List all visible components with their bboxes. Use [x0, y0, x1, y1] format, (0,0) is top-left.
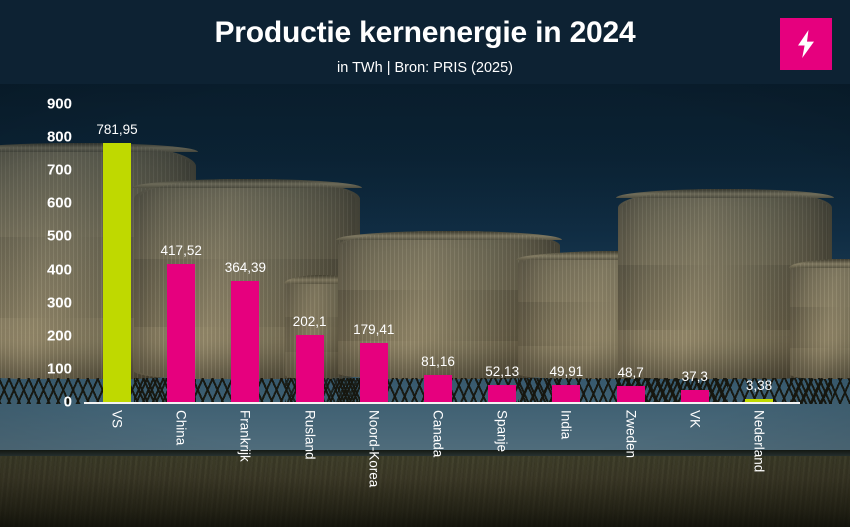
bar-value-label: 364,39	[224, 260, 267, 276]
y-axis-tick-label: 0	[63, 393, 72, 411]
bar[interactable]: 202,1	[293, 314, 326, 402]
bar[interactable]: 417,52	[161, 243, 202, 402]
chart-header: Productie kernenergie in 2024 in TWh | B…	[0, 0, 850, 84]
bar-value-label: 81,16	[421, 354, 455, 370]
bar-value-label: 781,95	[96, 122, 138, 138]
atmospheric-haze	[0, 84, 850, 527]
x-axis-category-label: Nederland	[751, 410, 767, 473]
x-axis-category-label: Zweden	[623, 410, 639, 459]
y-axis-tick-label: 300	[46, 294, 72, 312]
bar-value-label: 3,38	[745, 378, 773, 393]
bar[interactable]: 781,95	[96, 122, 138, 402]
bar-value-label: 48,7	[617, 364, 644, 380]
bar-value-label: 37,3	[681, 368, 708, 384]
bar[interactable]: 37,3	[680, 369, 709, 402]
bar-value-label: 417,52	[160, 242, 202, 258]
bar[interactable]: 49,91	[549, 364, 583, 402]
x-axis-category-label: India	[558, 410, 574, 440]
brand-logo	[780, 18, 832, 70]
bar[interactable]: 48,7	[616, 365, 645, 402]
y-axis-tick-label: 700	[46, 161, 72, 179]
y-axis-tick-label: 800	[46, 128, 72, 146]
bar-value-label: 52,13	[485, 363, 520, 379]
x-axis-category-label: Rusland	[302, 410, 318, 460]
x-axis-category-label: Noord-Korea	[366, 410, 382, 488]
bar[interactable]: 52,13	[485, 364, 519, 402]
bar[interactable]: 364,39	[225, 260, 266, 402]
bar[interactable]: 179,41	[353, 322, 394, 402]
x-axis-category-label: Spanje	[494, 410, 510, 453]
bar-value-label: 49,91	[549, 364, 584, 380]
lightning-bolt-icon	[796, 30, 816, 58]
y-axis-tick-label: 900	[46, 95, 72, 113]
x-axis-category-label: VS	[109, 410, 125, 429]
x-axis-category-label: China	[173, 410, 189, 446]
page-title: Productie kernenergie in 2024	[214, 16, 636, 49]
bar[interactable]: 81,16	[421, 354, 455, 402]
y-axis: 900 800 700 600 500 400 300 200 100 0	[14, 0, 72, 527]
bar-value-label: 179,41	[353, 321, 395, 337]
bar-value-label: 202,1	[292, 314, 327, 330]
x-axis-category-label: Frankrijk	[237, 410, 253, 462]
bottom-shadow	[0, 457, 850, 527]
x-axis-category-label: Canada	[430, 410, 446, 458]
y-axis-tick-label: 100	[46, 360, 72, 378]
x-axis-category-label: VK	[687, 410, 703, 429]
y-axis-tick-label: 600	[46, 194, 72, 212]
x-axis-line	[84, 402, 800, 404]
y-axis-tick-label: 200	[46, 327, 72, 345]
bar[interactable]: 3,38	[745, 378, 773, 402]
chart-subtitle: in TWh | Bron: PRIS (2025)	[337, 60, 513, 76]
y-axis-tick-label: 500	[46, 227, 72, 245]
vignette-overlay	[0, 84, 850, 527]
background-photo	[0, 84, 850, 527]
y-axis-tick-label: 400	[46, 261, 72, 279]
